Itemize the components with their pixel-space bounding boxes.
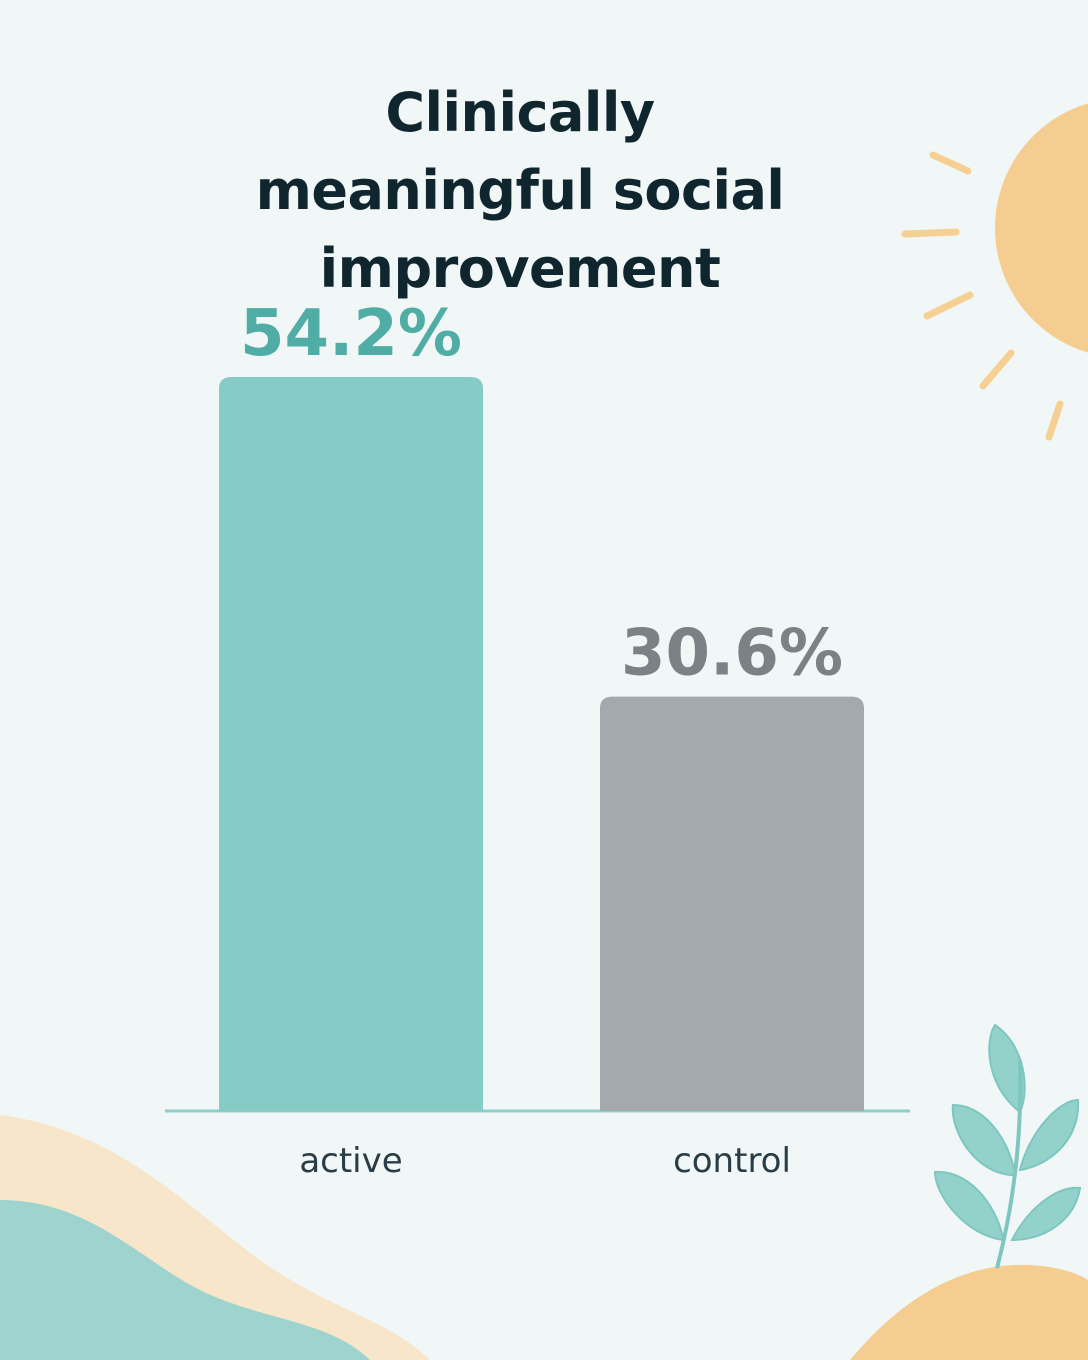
x-tick-label: control: [673, 1141, 791, 1181]
chart-title: Clinically meaningful social improvement: [255, 81, 785, 300]
bar: [219, 377, 483, 1111]
plant: [850, 1023, 1088, 1360]
waves: [0, 1115, 430, 1360]
bar: [600, 696, 864, 1111]
value-label: 54.2%: [240, 297, 462, 371]
value-label: 30.6%: [621, 617, 843, 691]
x-tick-label: active: [299, 1141, 402, 1181]
sun: [901, 103, 1088, 441]
